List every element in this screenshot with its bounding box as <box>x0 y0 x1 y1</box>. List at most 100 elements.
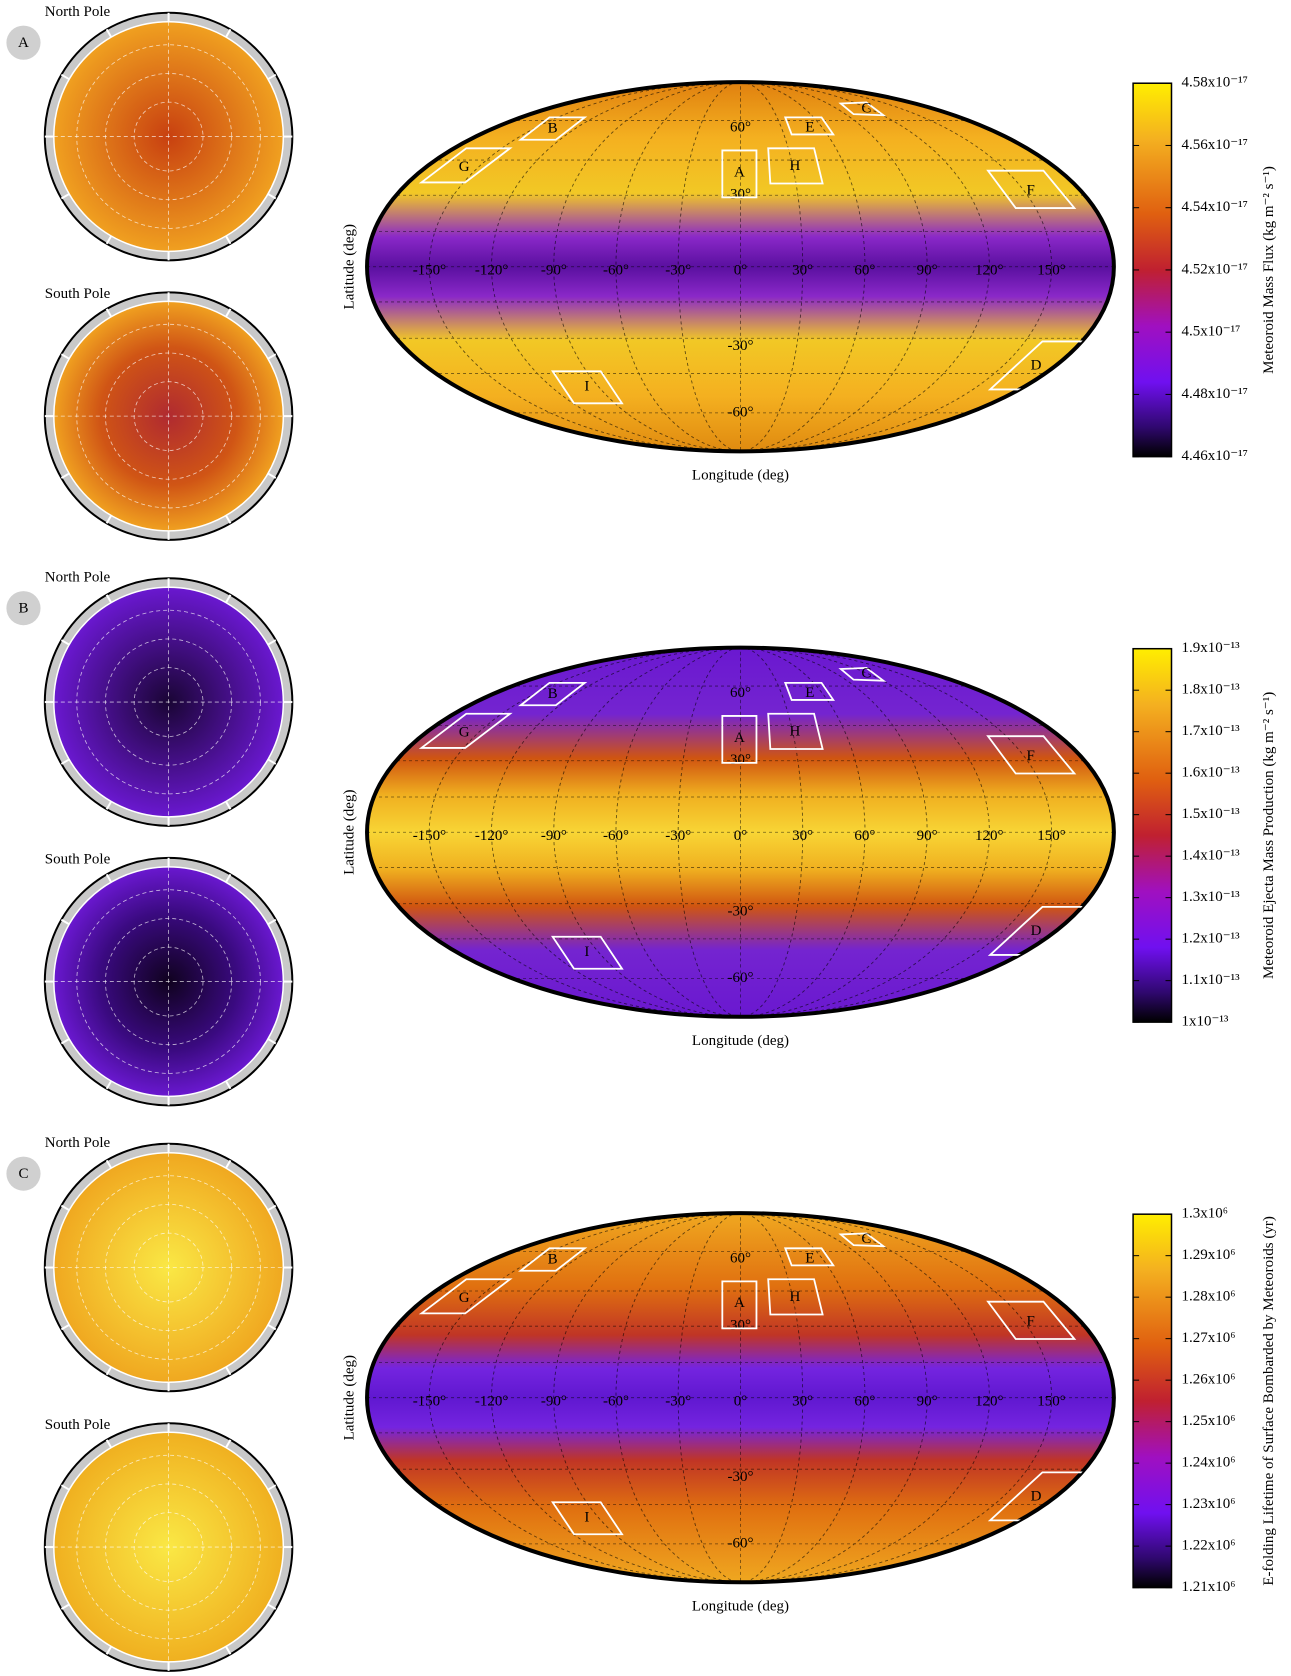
x-axis-label: Longitude (deg) <box>692 1033 789 1049</box>
colorbar-tick-label: 1.27x10⁶ <box>1182 1330 1236 1346</box>
latitude-label: 30° <box>730 187 751 203</box>
pole-title: North Pole <box>45 1135 111 1151</box>
colorbar-tick-label: 1.25x10⁶ <box>1182 1413 1236 1429</box>
latitude-label: 60° <box>730 119 751 135</box>
colorbar-tick-label: 1.7x10⁻¹³ <box>1182 723 1241 739</box>
longitude-label: 60° <box>854 828 875 844</box>
longitude-label: -90° <box>541 828 567 844</box>
longitude-label: -120° <box>475 828 509 844</box>
longitude-label: 150° <box>1037 1393 1066 1409</box>
longitude-label: 90° <box>917 262 938 278</box>
colorbar-tick-label: 1.23x10⁶ <box>1182 1496 1236 1512</box>
longitude-label: -90° <box>541 1393 567 1409</box>
region-label: E <box>805 1250 814 1266</box>
longitude-label: 30° <box>792 828 813 844</box>
colorbar-tick-label: 4.58x10⁻¹⁷ <box>1182 75 1248 91</box>
longitude-label: 120° <box>975 828 1004 844</box>
region-label: B <box>548 686 558 702</box>
colorbar-tick-label: 1.3x10⁻¹³ <box>1182 889 1241 905</box>
colorbar-tick-label: 1.24x10⁶ <box>1182 1455 1236 1471</box>
longitude-label: -60° <box>603 828 629 844</box>
latitude-label: -30° <box>727 904 753 920</box>
longitude-label: -30° <box>665 828 691 844</box>
colorbar-title: E-folding Lifetime of Surface Bombarded … <box>1261 1216 1277 1585</box>
region-label: D <box>1031 357 1042 373</box>
latitude-label: 30° <box>730 1318 751 1334</box>
panel-label: B <box>18 601 28 617</box>
latitude-label: -60° <box>727 1535 753 1551</box>
region-label: I <box>584 379 589 395</box>
colorbar-tick-label: 1.9x10⁻¹³ <box>1182 640 1241 656</box>
colorbar <box>1133 649 1171 1022</box>
longitude-label: 120° <box>975 262 1004 278</box>
pole-title: South Pole <box>45 286 111 302</box>
pole-title: South Pole <box>45 851 111 867</box>
longitude-label: 0° <box>734 262 748 278</box>
longitude-label: 90° <box>917 1393 938 1409</box>
x-axis-label: Longitude (deg) <box>692 1598 789 1614</box>
region-label: F <box>1026 182 1034 198</box>
x-axis-label: Longitude (deg) <box>692 467 789 483</box>
colorbar-tick-label: 4.56x10⁻¹⁷ <box>1182 137 1248 153</box>
region-label: B <box>548 121 558 137</box>
colorbar-title: Meteoroid Mass Flux (kg m⁻² s⁻¹) <box>1261 166 1277 374</box>
region-label: A <box>734 730 745 746</box>
longitude-label: -150° <box>413 262 447 278</box>
colorbar-tick-label: 1x10⁻¹³ <box>1182 1014 1229 1030</box>
longitude-label: 0° <box>734 828 748 844</box>
colorbar-tick-label: 1.3x10⁶ <box>1182 1206 1228 1222</box>
longitude-label: -120° <box>475 1393 509 1409</box>
longitude-label: -60° <box>603 262 629 278</box>
colorbar-tick-label: 1.6x10⁻¹³ <box>1182 765 1241 781</box>
y-axis-label: Latitude (deg) <box>341 790 357 875</box>
colorbar-title: Meteoroid Ejecta Mass Production (kg m⁻²… <box>1261 692 1277 979</box>
longitude-label: 150° <box>1037 262 1066 278</box>
longitude-label: 30° <box>792 1393 813 1409</box>
longitude-label: -90° <box>541 262 567 278</box>
colorbar-tick-label: 4.52x10⁻¹⁷ <box>1182 261 1248 277</box>
region-label: C <box>861 100 871 116</box>
region-label: D <box>1031 1488 1042 1504</box>
colorbar-tick-label: 1.29x10⁶ <box>1182 1247 1236 1263</box>
longitude-label: -30° <box>665 262 691 278</box>
panel-label: A <box>18 35 29 51</box>
region-label: A <box>734 1295 745 1311</box>
latitude-label: 60° <box>730 685 751 701</box>
pole-title: South Pole <box>45 1417 111 1433</box>
region-label: H <box>789 723 800 739</box>
colorbar-tick-label: 1.2x10⁻¹³ <box>1182 931 1241 947</box>
latitude-label: 30° <box>730 752 751 768</box>
latitude-label: -60° <box>727 404 753 420</box>
latitude-label: -30° <box>727 1469 753 1485</box>
region-label: I <box>584 944 589 960</box>
region-label: D <box>1031 923 1042 939</box>
region-label: I <box>584 1510 589 1526</box>
longitude-label: 90° <box>917 828 938 844</box>
region-label: F <box>1026 748 1034 764</box>
region-label: A <box>734 164 745 180</box>
longitude-label: 60° <box>854 1393 875 1409</box>
colorbar-tick-label: 1.5x10⁻¹³ <box>1182 806 1241 822</box>
colorbar-tick-label: 4.5x10⁻¹⁷ <box>1182 324 1241 340</box>
region-label: G <box>459 159 470 175</box>
colorbar-tick-label: 4.46x10⁻¹⁷ <box>1182 448 1248 464</box>
panel-label: C <box>18 1166 28 1182</box>
latitude-label: -30° <box>727 338 753 354</box>
y-axis-label: Latitude (deg) <box>341 1355 357 1440</box>
latitude-label: -60° <box>727 970 753 986</box>
colorbar-tick-label: 1.4x10⁻¹³ <box>1182 848 1241 864</box>
colorbar-tick-label: 1.1x10⁻¹³ <box>1182 972 1241 988</box>
longitude-label: 0° <box>734 1393 748 1409</box>
region-label: H <box>789 1289 800 1305</box>
longitude-label: 30° <box>792 262 813 278</box>
region-label: C <box>861 1231 871 1247</box>
longitude-label: 60° <box>854 262 875 278</box>
longitude-label: -60° <box>603 1393 629 1409</box>
region-label: H <box>789 158 800 174</box>
longitude-label: 150° <box>1037 828 1066 844</box>
colorbar-tick-label: 1.22x10⁶ <box>1182 1538 1236 1554</box>
colorbar-tick-label: 1.28x10⁶ <box>1182 1289 1236 1305</box>
colorbar <box>1133 1214 1171 1587</box>
pole-title: North Pole <box>45 570 111 586</box>
longitude-label: -120° <box>475 262 509 278</box>
